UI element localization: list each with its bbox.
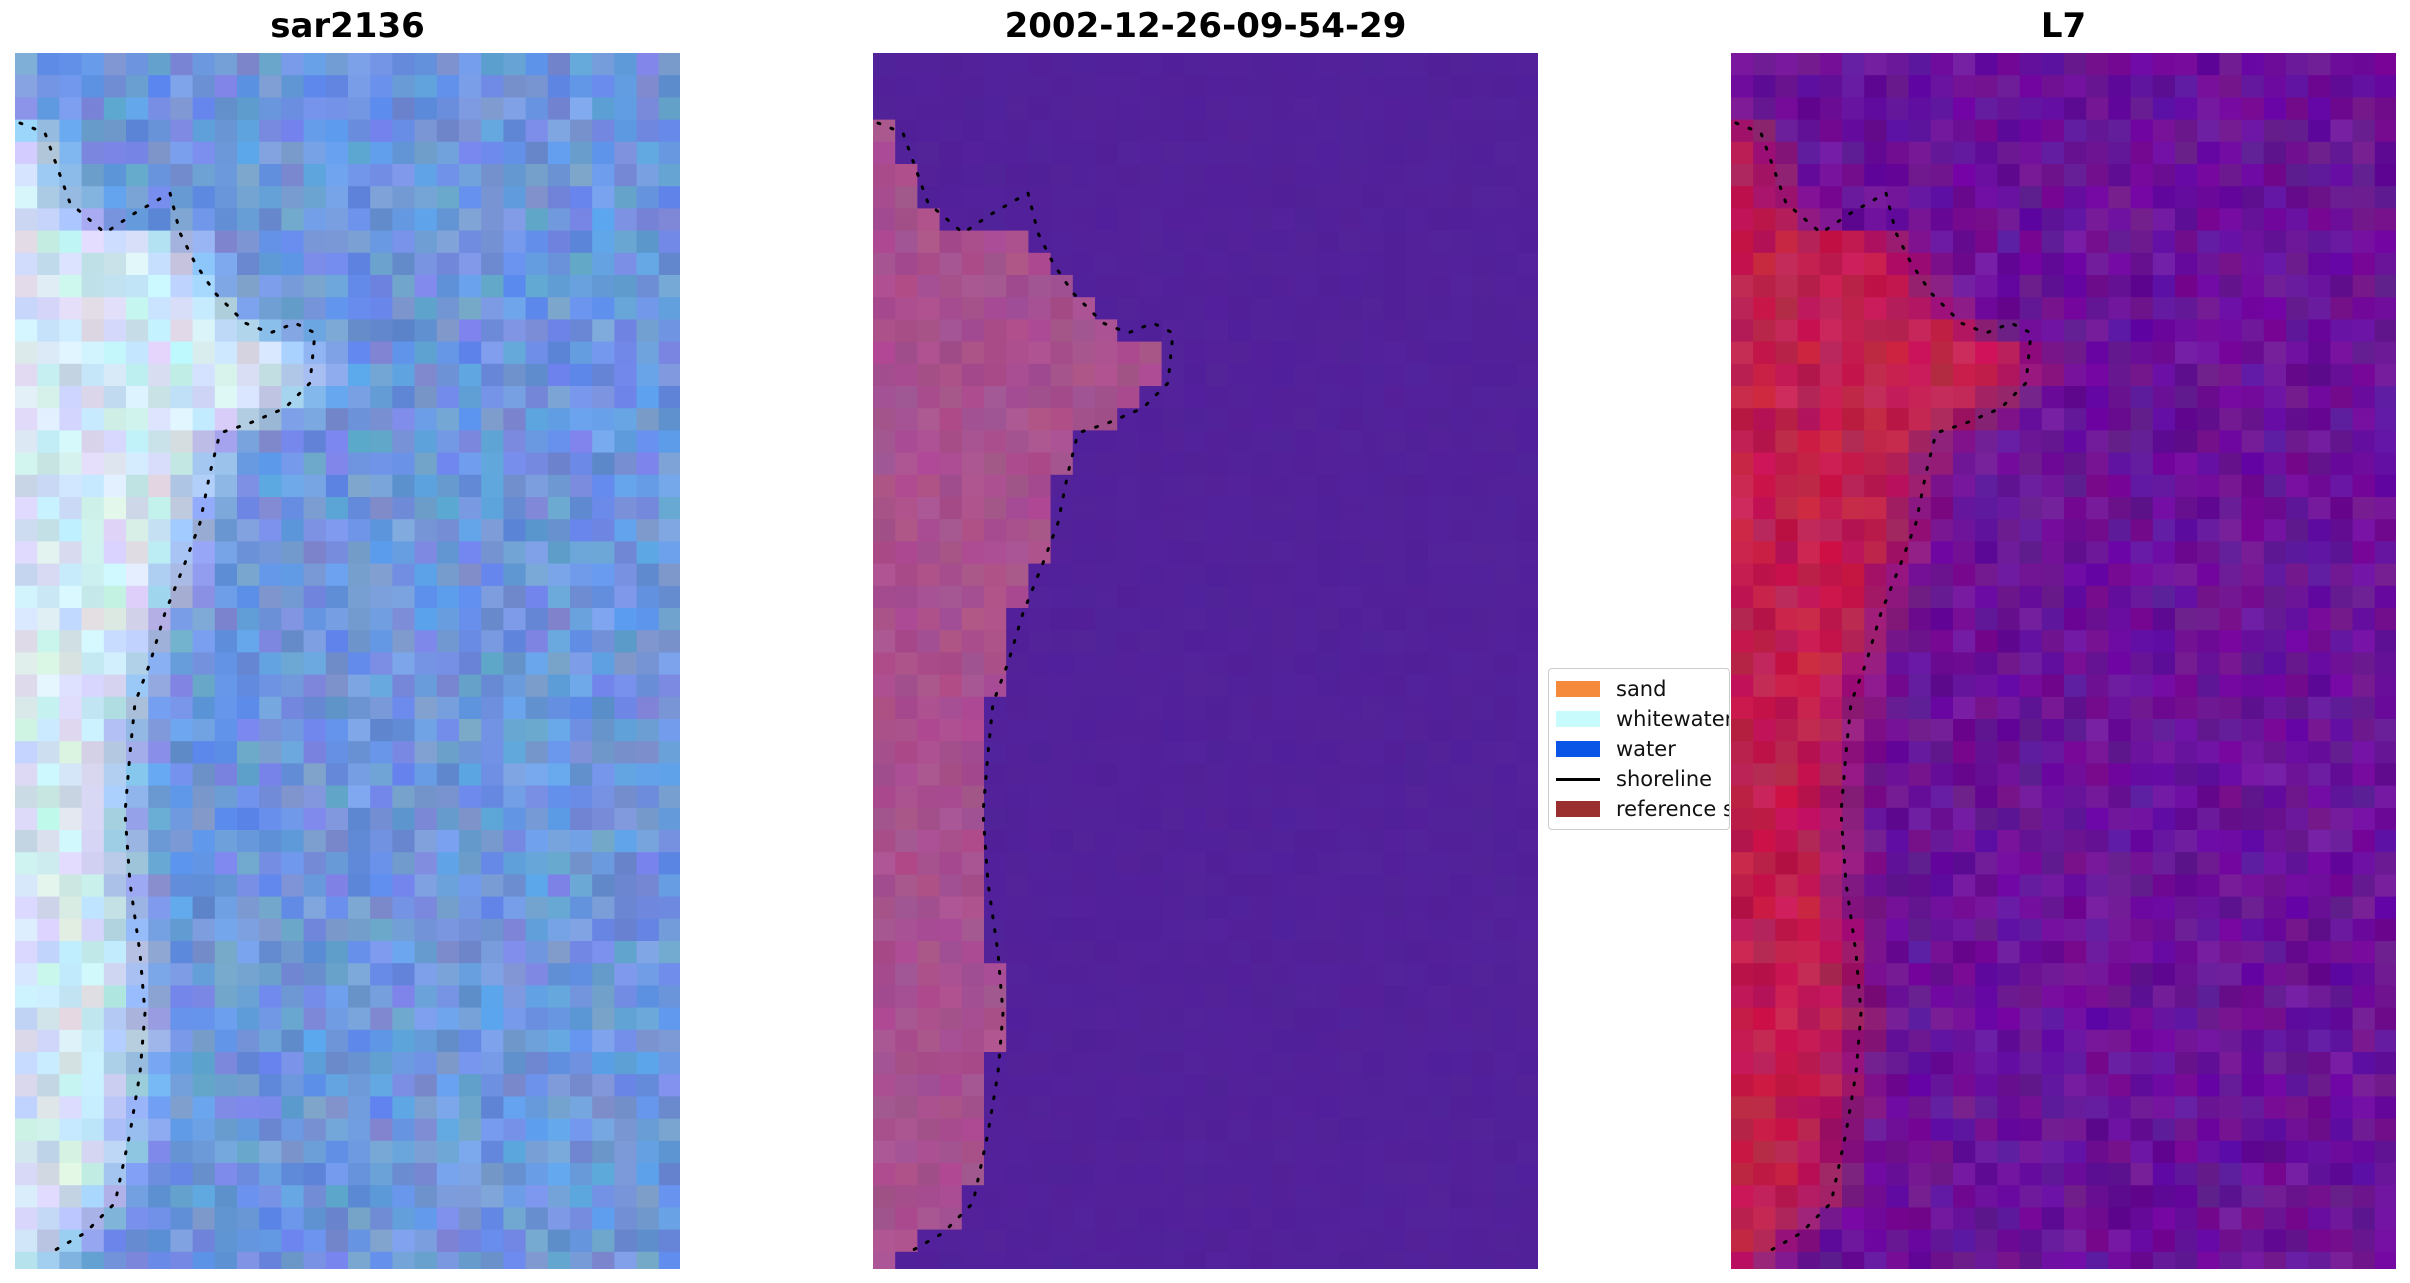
legend: sand whitewater water shoreline referenc… — [1548, 668, 1730, 830]
legend-swatch-shoreline — [1556, 777, 1600, 781]
legend-swatch-sand — [1556, 681, 1600, 697]
legend-item-whitewater: whitewater — [1556, 707, 1729, 731]
panel-title-rgb: sar2136 — [270, 6, 425, 46]
shoreline-dotted-line — [1734, 121, 2033, 1255]
panel-title-classified: 2002-12-26-09-54-29 — [1004, 6, 1407, 46]
index-image — [1731, 53, 2396, 1269]
legend-item-reference-shoreline: reference s — [1556, 797, 1729, 821]
legend-swatch-whitewater — [1556, 711, 1600, 727]
legend-swatch-water — [1556, 741, 1600, 757]
panel-title-index: L7 — [2040, 6, 2087, 46]
legend-item-shoreline: shoreline — [1556, 767, 1712, 791]
rgb-satellite-image — [15, 53, 680, 1269]
shoreline-dotted-line — [876, 121, 1175, 1255]
legend-item-water: water — [1556, 737, 1676, 761]
shoreline-dotted-line — [18, 121, 317, 1255]
legend-swatch-reference — [1556, 801, 1600, 817]
legend-item-sand: sand — [1556, 677, 1666, 701]
classified-image — [873, 53, 1538, 1269]
